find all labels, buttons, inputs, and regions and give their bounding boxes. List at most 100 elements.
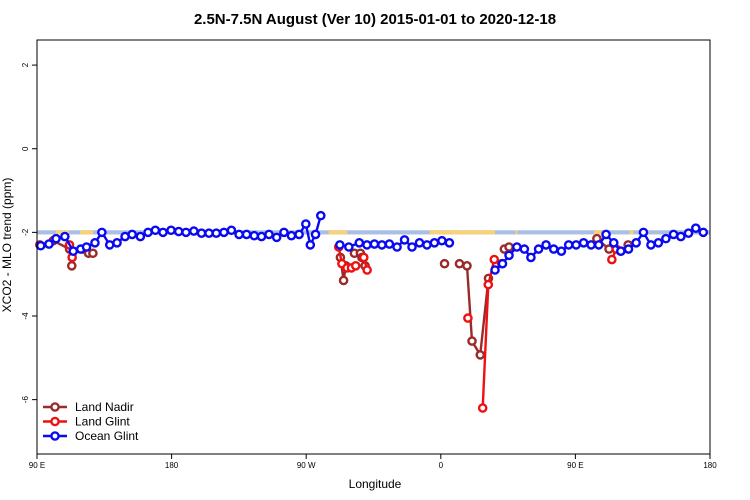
ocean-glint-point-1-14 bbox=[444, 238, 455, 248]
y-axis-label: XCO2 - MLO trend (ppm) bbox=[0, 178, 14, 313]
ocean-glint-point-0-23 bbox=[211, 228, 222, 238]
land-mask-segment-4 bbox=[429, 230, 496, 235]
ocean-glint-point-1-2 bbox=[354, 238, 365, 248]
ocean-glint-point-1-11 bbox=[422, 240, 432, 250]
ocean-glint-point-2-14 bbox=[593, 240, 604, 250]
ocean-glint-point-0-33 bbox=[286, 230, 297, 241]
y-axis: 2 0 -2 -4 -6 bbox=[21, 62, 37, 403]
ocean-glint-point-0-10 bbox=[112, 238, 122, 248]
land-nadir-point-3-1 bbox=[338, 275, 349, 286]
ocean-glint-point-0-26 bbox=[234, 229, 244, 240]
ocean-glint-point-0-25 bbox=[226, 225, 237, 236]
ocean-glint-point-0-13 bbox=[135, 231, 146, 242]
ocean-glint-point-2-3 bbox=[512, 242, 522, 252]
ocean-glint-point-0-30 bbox=[264, 229, 274, 240]
legend-item-ocean-glint: Ocean Glint bbox=[43, 429, 139, 443]
legend-swatch-marker-land-glint bbox=[50, 416, 60, 427]
ocean-glint-point-0-8 bbox=[97, 227, 107, 238]
ocean-glint-point-1-12 bbox=[429, 238, 440, 248]
land-mask-segment-1 bbox=[79, 230, 94, 235]
ocean-glint-point-1-13 bbox=[437, 235, 447, 246]
ocean-glint-point-0-27 bbox=[241, 229, 252, 240]
ocean-glint-point-0-1 bbox=[44, 239, 54, 249]
ocean-glint-point-0-6 bbox=[81, 242, 92, 252]
ocean-glint-point-0-18 bbox=[173, 226, 184, 237]
ocean-glint-point-2-8 bbox=[548, 244, 559, 254]
land-glint-point-2-1 bbox=[362, 265, 372, 275]
ocean-glint-point-2-22 bbox=[653, 238, 664, 248]
legend-swatch-marker-land-nadir bbox=[50, 402, 60, 412]
y-tick-label-0: 2 bbox=[21, 62, 30, 67]
ocean-glint-point-2-6 bbox=[533, 244, 544, 254]
ocean-glint-point-2-2 bbox=[504, 250, 514, 261]
ocean-glint-point-0-37 bbox=[310, 229, 321, 240]
land-nadir-point-6-3 bbox=[475, 350, 486, 360]
ocean-glint-point-0-4 bbox=[68, 246, 79, 256]
ocean-glint-point-2-27 bbox=[690, 223, 701, 233]
land-nadir-point-5-0 bbox=[439, 258, 450, 269]
legend-label-ocean-glint: Ocean Glint bbox=[75, 429, 139, 443]
x-tick-label-3: 0 bbox=[439, 461, 444, 470]
land-mask-segment-7 bbox=[629, 230, 634, 235]
ocean-glint-point-0-0 bbox=[35, 240, 46, 251]
x-tick-label-2: 90 W bbox=[297, 461, 316, 470]
land-nadir-point-0-3 bbox=[66, 261, 77, 271]
series-land-nadir bbox=[35, 233, 633, 360]
ocean-glint-point-2-1 bbox=[497, 258, 508, 269]
land-mask-segment-0 bbox=[55, 230, 69, 235]
ocean-glint-point-1-6 bbox=[384, 239, 395, 249]
ocean-glint-point-0-17 bbox=[166, 225, 176, 236]
land-nadir-point-6-2 bbox=[467, 336, 477, 346]
series-land-glint bbox=[64, 240, 621, 413]
y-tick-label-1: 0 bbox=[21, 146, 30, 151]
legend-label-land-nadir: Land Nadir bbox=[75, 400, 134, 414]
x-tick-label-5: 180 bbox=[703, 461, 717, 470]
ocean-glint-point-2-25 bbox=[676, 231, 686, 242]
ocean-glint-point-2-17 bbox=[616, 246, 626, 256]
ocean-glint-point-2-23 bbox=[661, 233, 671, 244]
ocean-glint-point-0-28 bbox=[249, 230, 260, 241]
y-tick-label-2: -2 bbox=[21, 228, 30, 236]
ocean-glint-point-1-7 bbox=[392, 242, 402, 252]
ocean-glint-point-2-26 bbox=[683, 228, 694, 238]
ocean-glint-point-2-7 bbox=[541, 240, 551, 250]
ocean-glint-point-2-5 bbox=[526, 252, 536, 263]
ocean-glint-point-2-15 bbox=[601, 229, 611, 240]
land-mask-segment-6 bbox=[594, 230, 602, 235]
ocean-glint-point-1-1 bbox=[344, 242, 354, 252]
ocean-glint-point-2-4 bbox=[519, 244, 530, 254]
ocean-glint-point-2-28 bbox=[698, 227, 709, 238]
ocean-glint-point-0-21 bbox=[196, 228, 207, 238]
legend-item-land-glint: Land Glint bbox=[43, 415, 130, 429]
land-glint-point-4-2 bbox=[489, 254, 500, 265]
land-glint-point-4-0 bbox=[477, 403, 488, 413]
ocean-glint-point-1-3 bbox=[362, 240, 372, 250]
x-axis: 90 E 180 90 W 0 90 E 180 bbox=[29, 454, 717, 470]
ocean-glint-point-2-13 bbox=[586, 240, 596, 250]
land-nadir-point-7-1 bbox=[504, 242, 514, 252]
series-ocean-glint bbox=[35, 210, 709, 275]
ocean-glint-point-0-7 bbox=[90, 238, 100, 248]
series-layer bbox=[35, 210, 709, 413]
land-nadir-point-6-1 bbox=[462, 261, 472, 271]
land-glint-point-2-0 bbox=[358, 252, 369, 263]
ocean-glint-point-2-20 bbox=[638, 227, 649, 238]
ocean-glint-point-0-15 bbox=[150, 225, 161, 236]
ocean-glint-point-0-31 bbox=[271, 232, 282, 243]
land-nadir-point-2-0 bbox=[88, 248, 98, 259]
x-tick-label-4: 90 E bbox=[567, 461, 583, 470]
plot-frame bbox=[36, 39, 711, 455]
land-mask-segment-3 bbox=[328, 230, 348, 235]
ocean-glint-point-0-24 bbox=[219, 227, 229, 238]
ocean-glint-point-0-16 bbox=[158, 227, 168, 238]
x-tick-label-1: 180 bbox=[165, 461, 179, 470]
ocean-mask-band bbox=[37, 230, 710, 235]
x-tick-label-0: 90 E bbox=[29, 461, 45, 470]
ocean-glint-point-1-8 bbox=[399, 235, 410, 245]
x-axis-label: Longitude bbox=[349, 477, 402, 491]
land-glint-point-1-4 bbox=[350, 261, 361, 271]
legend-swatch-marker-ocean-glint bbox=[50, 431, 60, 441]
ocean-glint-point-0-32 bbox=[279, 227, 289, 238]
